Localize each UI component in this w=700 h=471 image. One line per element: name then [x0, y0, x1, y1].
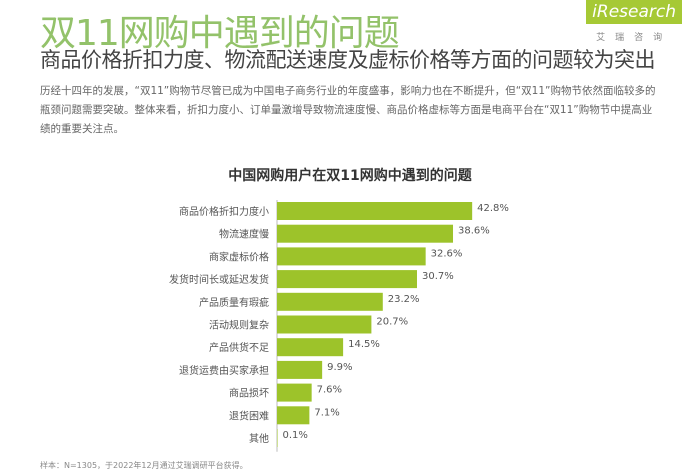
bar: [277, 270, 417, 289]
category-label: 商品损坏: [229, 387, 269, 400]
data-label: 7.1%: [314, 407, 339, 418]
bar: [277, 202, 473, 220]
data-label: 38.6%: [458, 226, 490, 237]
category-label: 物流速度慢: [219, 228, 269, 241]
footnote: 样本：N=1305，于2022年12月通过艾瑞调研平台获得。: [40, 461, 248, 470]
data-label: 32.6%: [431, 248, 463, 259]
category-label: 其他: [249, 432, 269, 445]
data-label: 0.1%: [282, 430, 307, 441]
data-label: 42.8%: [477, 203, 509, 214]
data-label: 20.7%: [376, 317, 408, 328]
iresearch-logo: iResearch 艾瑞咨询: [586, 0, 682, 43]
category-label: 商品价格折扣力度小: [179, 205, 269, 218]
bar: [277, 224, 454, 243]
page-subtitle: 商品价格折扣力度、物流配送速度及虚标价格等方面的问题较为突出: [40, 48, 656, 72]
category-label: 发货时间长或延迟发货: [169, 273, 269, 286]
bar: [277, 429, 278, 447]
category-label: 商家虚标价格: [209, 250, 269, 263]
category-label: 产品供货不足: [209, 341, 269, 354]
bar: [277, 315, 372, 334]
category-label: 退货运费由买家承担: [179, 364, 269, 377]
bar: [277, 360, 323, 379]
data-label: 23.2%: [388, 294, 420, 305]
data-label: 7.6%: [317, 385, 342, 396]
category-label: 产品质量有瑕疵: [199, 296, 269, 309]
intro-paragraph: 历经十四年的发展，“双11”购物节尽管已成为中国电子商务行业的年度盛事，影响力也…: [40, 85, 656, 135]
logo-text: iResearch: [586, 0, 682, 24]
page-title: 双11网购中遇到的问题: [40, 13, 400, 54]
logo-cn: 艾瑞咨询: [596, 33, 673, 43]
bar: [277, 247, 426, 266]
chart-title: 中国网购用户在双11网购中遇到的问题: [228, 168, 472, 184]
data-label: 14.5%: [348, 339, 380, 350]
bar: [277, 338, 344, 357]
bar: [277, 292, 383, 311]
data-label: 9.9%: [327, 362, 352, 373]
data-label: 30.7%: [422, 271, 454, 282]
bar: [277, 383, 312, 402]
bar: [277, 406, 310, 425]
category-label: 退货困难: [229, 409, 269, 422]
category-label: 活动规则复杂: [209, 319, 269, 332]
